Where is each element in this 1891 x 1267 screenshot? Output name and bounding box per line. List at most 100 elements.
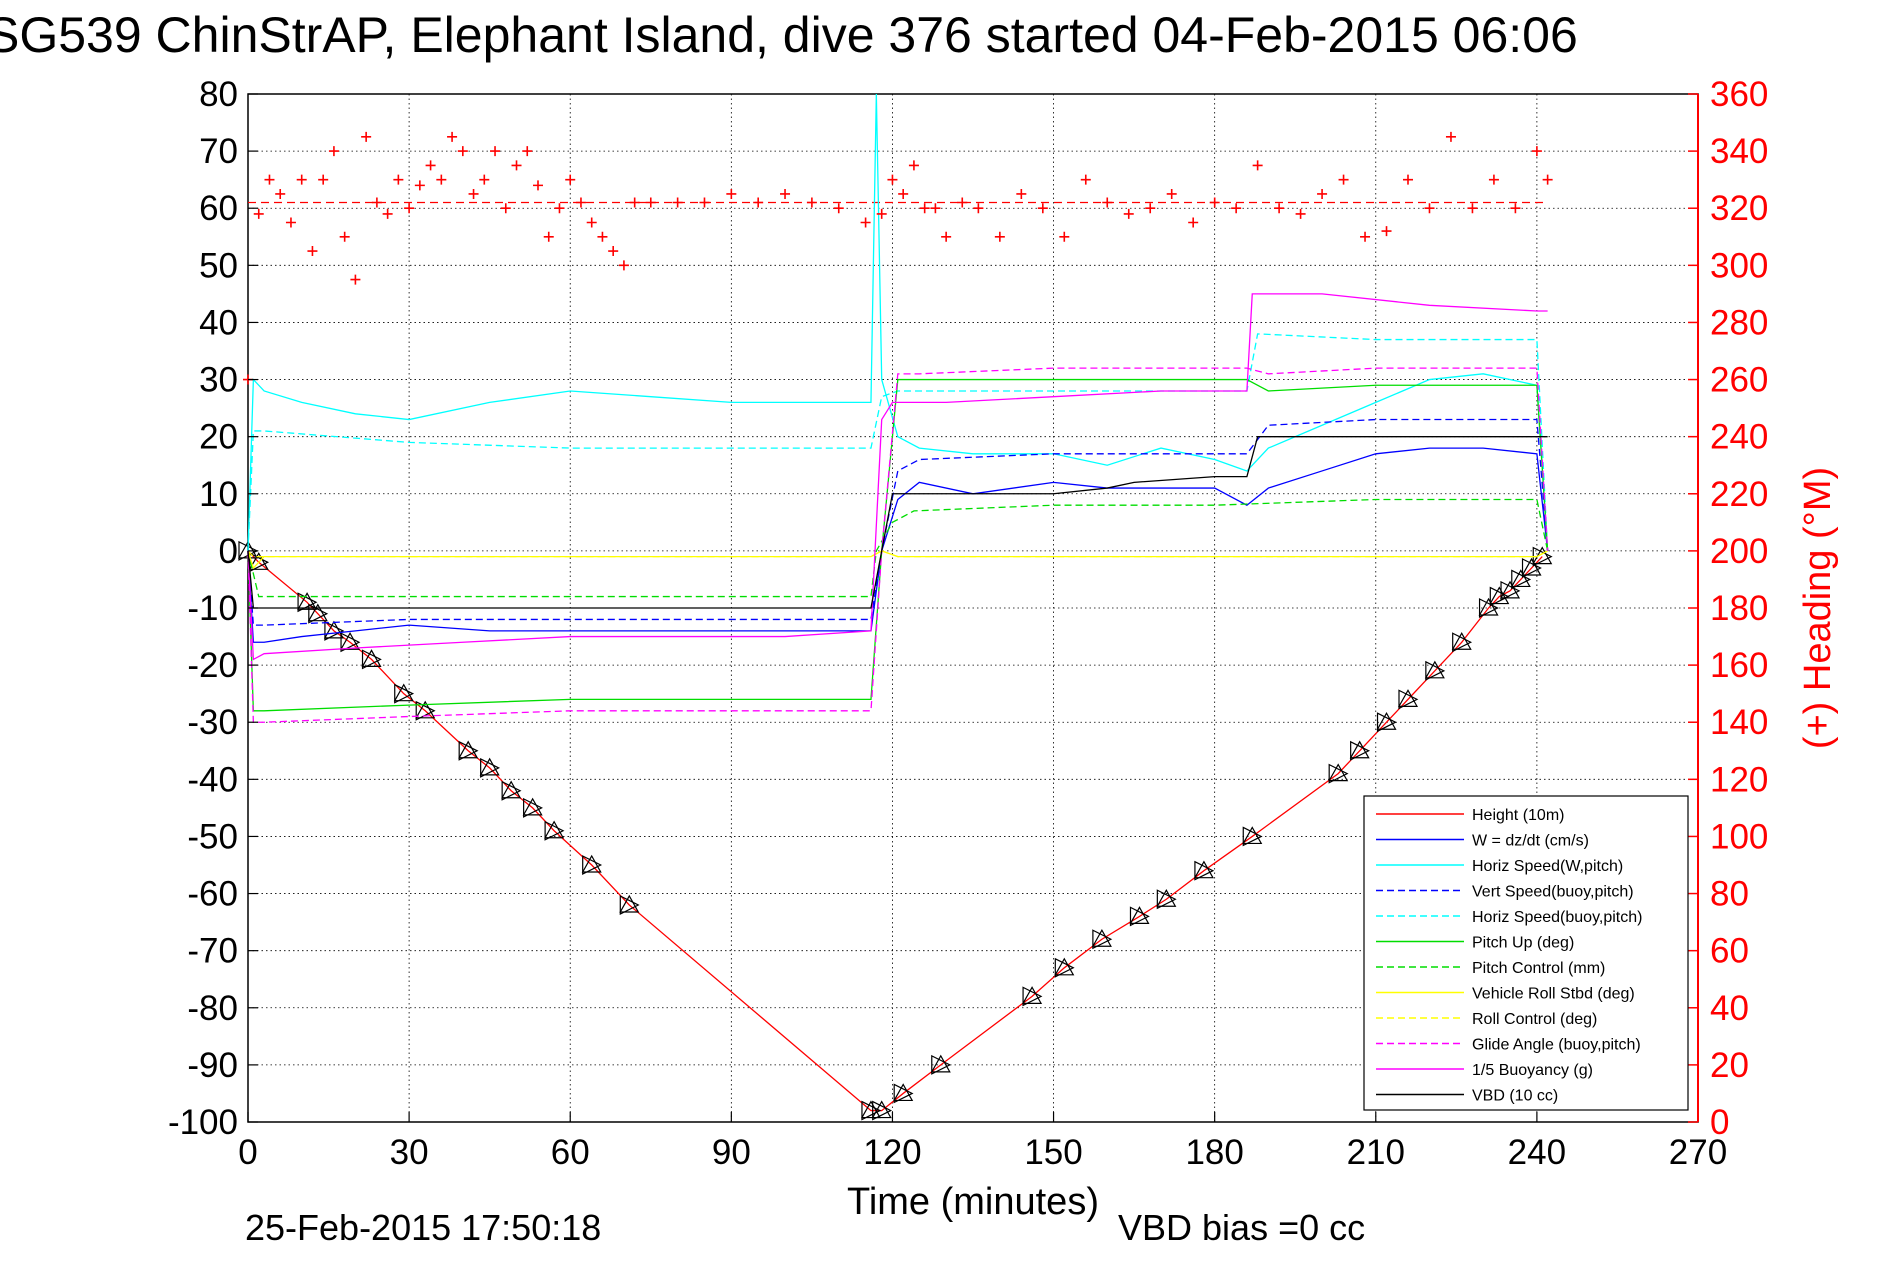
- sample-marker: [1478, 597, 1499, 616]
- y-tick-label: -50: [187, 817, 238, 856]
- heading-point: [645, 197, 656, 208]
- heading-point: [876, 208, 887, 219]
- heading-point: [296, 174, 307, 185]
- legend-entry: Pitch Control (mm): [1472, 960, 1605, 977]
- sample-marker: [1129, 906, 1150, 924]
- sample-marker: [619, 895, 640, 915]
- x-tick-label: 120: [863, 1133, 921, 1172]
- sample-marker: [893, 1083, 914, 1104]
- chart-title: SG539 ChinStrAP, Elephant Island, dive 3…: [0, 7, 1578, 63]
- y2-tick-label: 0: [1710, 1103, 1729, 1142]
- sample-marker: [323, 620, 344, 639]
- heading-point: [318, 174, 329, 185]
- heading-point: [328, 146, 339, 157]
- sample-marker: [1349, 740, 1370, 759]
- sample-marker: [1424, 660, 1445, 679]
- heading-point: [618, 260, 629, 271]
- y-tick-label: -90: [187, 1046, 238, 1085]
- heading-point: [1016, 188, 1027, 199]
- sample-marker: [308, 603, 329, 624]
- x-tick-label: 0: [238, 1133, 257, 1172]
- sample-marker: [480, 757, 501, 778]
- sample-marker: [458, 740, 479, 759]
- footer-timestamp: 25-Feb-2015 17:50:18: [245, 1207, 601, 1248]
- heading-point: [973, 203, 984, 214]
- y2-tick-label: 200: [1710, 532, 1768, 571]
- heading-point: [887, 174, 898, 185]
- series-line: [247, 447, 1549, 643]
- series-2: [247, 93, 1549, 551]
- heading-point: [833, 203, 844, 214]
- heading-point: [253, 208, 264, 219]
- y-tick-label: -10: [187, 589, 238, 628]
- y-tick-label: 0: [219, 532, 238, 571]
- heading-point: [522, 146, 533, 157]
- heading-point: [1295, 208, 1306, 219]
- series-line: [247, 93, 1549, 551]
- heading-point: [1424, 203, 1435, 214]
- sample-marker: [1022, 986, 1043, 1004]
- sample-marker: [1350, 740, 1371, 761]
- y-tick-label: 20: [199, 418, 238, 457]
- y2-tick-label: 180: [1710, 589, 1768, 628]
- sample-marker: [361, 649, 382, 670]
- heading-point: [339, 231, 350, 242]
- series-0: [237, 540, 1553, 1121]
- x-tick-label: 60: [551, 1133, 590, 1172]
- y2-tick-label: 140: [1710, 703, 1768, 742]
- sample-marker: [1489, 586, 1510, 605]
- y2-tick-label: 60: [1710, 932, 1749, 971]
- series-line: [247, 436, 1548, 609]
- legend: Height (10m) W = dz/dt (cm/s) Horiz Speed(…: [1363, 795, 1689, 1111]
- sample-marker: [501, 780, 522, 801]
- x-tick-label: 30: [390, 1133, 429, 1172]
- series-1: [247, 447, 1549, 643]
- y2-tick-label: 220: [1710, 475, 1768, 514]
- heading-point: [994, 231, 1005, 242]
- heading-point: [1403, 174, 1413, 185]
- legend-entry: VBD (10 cc): [1472, 1088, 1558, 1105]
- heading-point: [919, 203, 930, 214]
- heading-point: [1531, 146, 1542, 157]
- y-tick-label: 60: [199, 189, 238, 228]
- sample-marker: [1510, 569, 1531, 588]
- sample-marker: [340, 632, 361, 653]
- sample-marker: [1425, 660, 1446, 681]
- sample-marker: [523, 797, 543, 818]
- sample-marker: [1521, 558, 1542, 578]
- legend-box: [1363, 795, 1689, 1111]
- sample-marker: [307, 603, 328, 622]
- sample-marker: [893, 1083, 914, 1102]
- sample-marker: [1397, 689, 1419, 707]
- sample-marker: [394, 683, 415, 704]
- heading-point: [371, 197, 382, 208]
- heading-point: [468, 188, 479, 199]
- sample-marker: [861, 1100, 882, 1121]
- y2-axis-label: (+) Heading (°M): [1797, 467, 1839, 749]
- heading-point: [1102, 197, 1113, 208]
- legend-entry: Vehicle Roll Stbd (deg): [1472, 986, 1635, 1003]
- heading-point: [930, 203, 941, 214]
- heading-point: [1188, 217, 1199, 228]
- series-line: [247, 498, 1549, 598]
- sample-marker: [1054, 957, 1075, 978]
- sample-marker: [872, 1100, 893, 1121]
- series-line: [247, 333, 1549, 551]
- heading-point: [275, 188, 286, 199]
- x-tick-label: 90: [712, 1133, 751, 1172]
- sample-marker: [619, 894, 640, 913]
- heading-point: [608, 246, 619, 257]
- sample-marker: [1478, 598, 1499, 618]
- heading-point: [425, 160, 436, 171]
- sample-marker: [1452, 632, 1473, 653]
- heading-point: [393, 174, 404, 185]
- y2-tick-label: 100: [1710, 817, 1768, 856]
- heading-point: [957, 197, 968, 208]
- series-3: [247, 418, 1549, 626]
- heading-point: [1209, 197, 1220, 208]
- sample-marker: [1489, 586, 1510, 607]
- heading-point: [1037, 203, 1048, 214]
- sample-marker: [1451, 632, 1472, 650]
- series-line: [247, 293, 1548, 661]
